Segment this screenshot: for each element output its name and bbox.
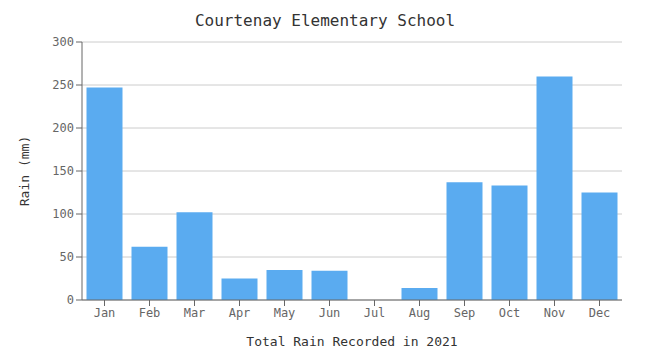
svg-text:150: 150 (52, 164, 74, 178)
svg-text:Sep: Sep (454, 306, 476, 320)
svg-text:Oct: Oct (499, 306, 521, 320)
svg-text:Aug: Aug (409, 306, 431, 320)
svg-text:Jun: Jun (319, 306, 341, 320)
svg-text:Rain (mm): Rain (mm) (17, 136, 32, 206)
svg-text:0: 0 (67, 293, 74, 307)
svg-text:Feb: Feb (139, 306, 161, 320)
svg-text:100: 100 (52, 207, 74, 221)
svg-text:Nov: Nov (544, 306, 566, 320)
svg-text:300: 300 (52, 35, 74, 49)
svg-text:Apr: Apr (229, 306, 251, 320)
svg-text:May: May (274, 306, 296, 320)
svg-text:50: 50 (60, 250, 74, 264)
svg-text:Total Rain Recorded in 2021: Total Rain Recorded in 2021 (246, 334, 457, 349)
svg-text:200: 200 (52, 121, 74, 135)
svg-text:Mar: Mar (184, 306, 206, 320)
html-text:Courtenay Elementary School: Courtenay Elementary School (195, 11, 455, 30)
svg-text:250: 250 (52, 78, 74, 92)
svg-text:Jan: Jan (94, 306, 116, 320)
svg-text:Jul: Jul (364, 306, 386, 320)
svg-text:Dec: Dec (589, 306, 611, 320)
